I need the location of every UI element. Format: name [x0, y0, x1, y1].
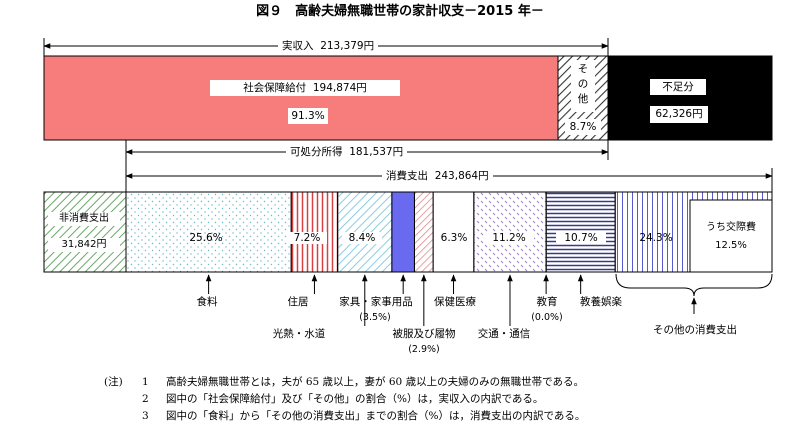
- label-other-consumption: その他の消費支出: [653, 324, 737, 336]
- other-consumption-brace: [615, 273, 773, 297]
- consumption-label: 消費支出 243,864円: [382, 170, 493, 182]
- share-transport: 11.2%: [484, 232, 534, 244]
- bar-deficit: [607, 55, 773, 141]
- sub-item-share: 12.5%: [715, 240, 747, 251]
- bar-social-security: [43, 55, 559, 141]
- share-recreation: 10.7%: [556, 232, 606, 244]
- social-security-share: 91.3%: [291, 110, 325, 122]
- income-label: 実収入 213,379円: [278, 40, 379, 52]
- sub-item-label: うち交際費: [706, 222, 756, 233]
- label-recreation: 教養娯楽: [580, 296, 622, 308]
- sub-item-box: [689, 199, 773, 273]
- deficit-amount-box: [650, 106, 708, 123]
- share-utilities: 8.4%: [342, 232, 382, 244]
- label-food: 食料: [196, 296, 218, 308]
- bar-non-consumption: [43, 191, 127, 273]
- social-label-box: [210, 80, 400, 96]
- label-clothing: 被服及び履物: [392, 328, 456, 340]
- label-education: 教育: [536, 296, 558, 308]
- label-utilities: 光熱・水道: [272, 328, 326, 340]
- share-housing: 7.2%: [287, 232, 327, 244]
- segment-furniture: [391, 191, 415, 273]
- other-income-label: そ の 他: [577, 63, 589, 105]
- chart-title: 図９ 高齢夫婦無職世帯の家計収支－2015 年－: [256, 4, 544, 19]
- note-1: (注) 1 高齢夫婦無職世帯とは，夫が 65 歳以上，妻が 60 歳以上の夫婦のみの…: [104, 376, 584, 388]
- disposable-label: 可処分所得 181,537円: [286, 146, 408, 158]
- deficit-label-box: [650, 79, 706, 95]
- share-food: 25.6%: [189, 232, 223, 244]
- non-consumption-amount: 31,842円: [61, 239, 107, 250]
- note-marker: (注): [104, 376, 123, 388]
- non-consumption-label: 非消費支出: [59, 213, 109, 224]
- share-education: (0.0%): [531, 312, 563, 323]
- social-share-box: [288, 108, 328, 124]
- nc-label-box: [48, 212, 120, 226]
- share-furniture: (3.5%): [359, 312, 391, 323]
- social-security-label: 社会保障給付 194,874円: [243, 82, 367, 94]
- deficit-amount: 62,326円: [655, 108, 703, 120]
- segment-clothing: [413, 191, 434, 273]
- other-income-share: 8.7%: [569, 121, 597, 133]
- other-label-box: [571, 60, 595, 112]
- label-housing: 住居: [287, 296, 309, 308]
- label-furniture: 家具・家事用品: [339, 296, 413, 308]
- note-2: 2 図中の「社会保障給付」及び「その他」の割合（%）は，実収入の内訳である。: [142, 393, 544, 405]
- segment-food: [125, 191, 292, 273]
- nc-amount-box: [48, 238, 120, 252]
- other-share-box: [565, 119, 601, 135]
- label-medical: 保健医療: [434, 296, 476, 308]
- label-transport: 交通・通信: [477, 328, 531, 340]
- category-pointers: [205, 274, 584, 326]
- share-clothing: (2.9%): [408, 344, 440, 355]
- deficit-label: 不足分: [662, 81, 694, 93]
- share-other-consumption: 24.3%: [639, 232, 673, 244]
- share-medical: 6.3%: [440, 232, 468, 244]
- note-3: 3 図中の「食料」から「その他の消費支出」までの割合（%）は，消費支出の内訳である…: [142, 410, 586, 422]
